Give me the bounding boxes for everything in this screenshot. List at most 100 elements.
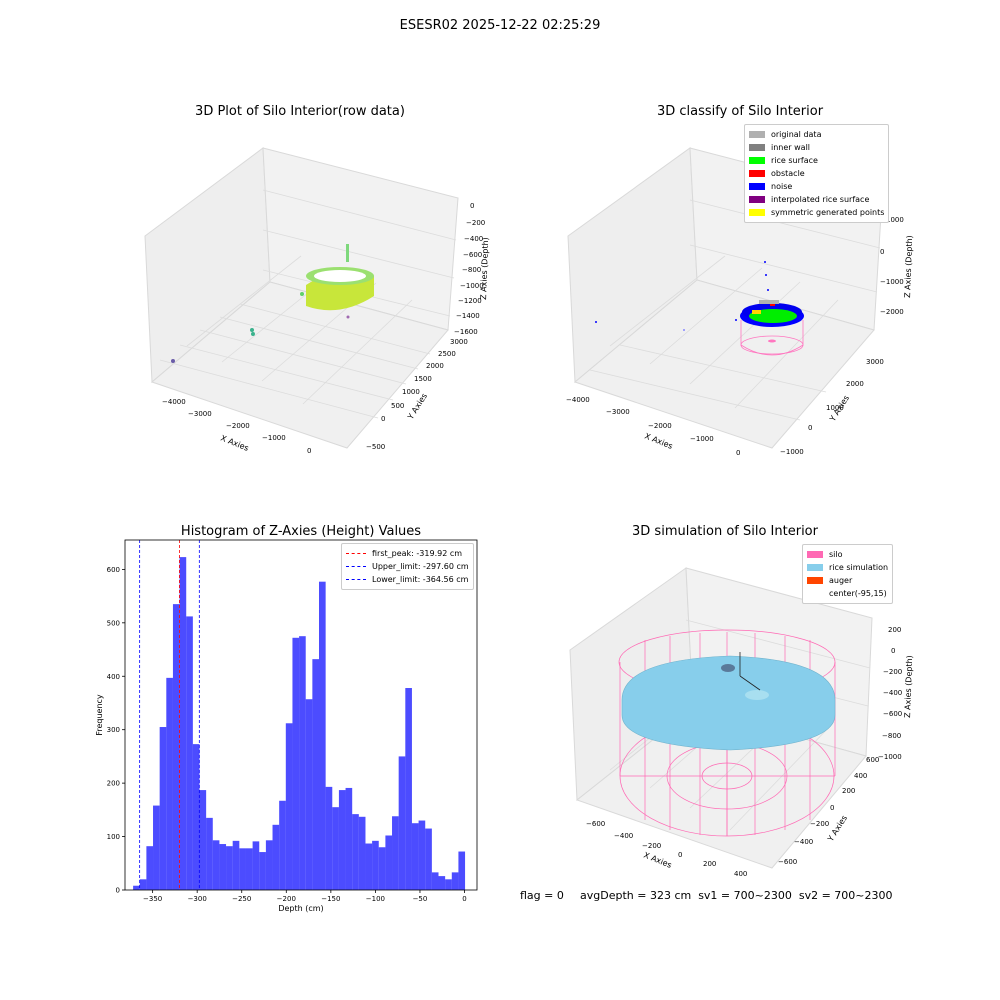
- legend-item: symmetric generated points: [749, 206, 884, 219]
- legend-swatch: [749, 157, 765, 164]
- histogram-ytick-label: 400: [107, 673, 120, 681]
- classify-xtick: −4000: [566, 396, 590, 404]
- histogram-bar: [166, 677, 173, 890]
- histogram-bar: [458, 851, 466, 890]
- histogram-ytick-label: 500: [107, 619, 120, 627]
- classify-xtick: 0: [736, 449, 740, 457]
- histogram-bar: [133, 885, 140, 890]
- legend-swatch: [749, 144, 765, 151]
- simulation-ytick: 600: [866, 756, 879, 764]
- legend-swatch: [749, 209, 765, 216]
- rice-simulation-surface: [621, 655, 836, 751]
- histogram-bar: [212, 840, 220, 890]
- legend-item: Lower_limit: -364.56 cm: [346, 573, 469, 586]
- histogram-xtick-label: 0: [462, 895, 466, 903]
- classify-xtick: −2000: [648, 422, 672, 430]
- histogram-bar: [418, 820, 426, 890]
- legend-label: first_peak: -319.92 cm: [372, 549, 463, 558]
- histogram-bar: [365, 843, 373, 890]
- histogram-title: Histogram of Z-Axies (Height) Values: [180, 524, 422, 539]
- histogram-bar: [265, 840, 273, 890]
- raw-panel-title: 3D Plot of Silo Interior(row data): [195, 104, 405, 119]
- figure-suptitle: ESESR02 2025-12-22 02:25:29: [399, 18, 601, 33]
- histogram-bar: [252, 841, 260, 890]
- classify-ytick: 2000: [846, 380, 864, 388]
- legend-swatch: [749, 196, 765, 203]
- simulation-xtick: −600: [586, 820, 605, 828]
- simulation-xtick: 200: [703, 860, 716, 868]
- histogram-bar: [431, 872, 439, 890]
- histogram-bar: [153, 805, 160, 890]
- legend-item: center(-95,15): [807, 587, 888, 600]
- simulation-ztick: −600: [883, 710, 902, 718]
- histogram-bar: [392, 816, 399, 890]
- histogram-bar: [245, 848, 253, 890]
- legend-label: noise: [771, 182, 793, 191]
- histogram-bar: [385, 835, 393, 890]
- classify-xtick: −1000: [690, 435, 714, 443]
- raw-xtick: −4000: [162, 398, 186, 406]
- simulation-ytick: 200: [842, 787, 855, 795]
- simulation-ztick: 0: [891, 647, 895, 655]
- histogram-bar: [338, 790, 346, 890]
- legend-swatch: [749, 170, 765, 177]
- classify-xtick: −3000: [606, 408, 630, 416]
- auger: [739, 652, 761, 691]
- histogram-xtick-label: −300: [188, 895, 207, 903]
- histogram-bar: [358, 816, 366, 890]
- raw-ztick: −1400: [456, 312, 480, 320]
- simulation-xtick: −200: [642, 842, 661, 850]
- histogram-bar: [411, 823, 419, 890]
- classify-ytick: 0: [808, 424, 812, 432]
- histogram-bar: [332, 807, 339, 890]
- histogram-bar: [239, 848, 246, 890]
- classify-ytick: 3000: [866, 358, 884, 366]
- simulation-ztick: −800: [882, 732, 901, 740]
- histogram-xlabel: Depth (cm): [278, 904, 323, 913]
- classify-panel-title: 3D classify of Silo Interior: [656, 104, 824, 119]
- raw-ytick: 2500: [438, 350, 456, 358]
- histogram-ytick-label: 300: [107, 726, 120, 734]
- simulation-zlabel: Z Axies (Depth): [903, 655, 914, 718]
- histogram-xtick-label: −100: [366, 895, 385, 903]
- histogram-bar: [139, 879, 147, 890]
- histogram-bar: [299, 636, 306, 890]
- legend-label: Lower_limit: -364.56 cm: [372, 575, 469, 584]
- histogram-bar: [219, 844, 227, 890]
- raw-ytick: −500: [366, 443, 385, 451]
- simulation-xtick: 0: [678, 851, 682, 859]
- histogram-bar: [226, 846, 233, 890]
- raw-xtick: 0: [307, 447, 311, 455]
- legend-label: original data: [771, 130, 822, 139]
- legend-item: silo: [807, 548, 888, 561]
- legend-item: first_peak: -319.92 cm: [346, 547, 469, 560]
- histogram-bar: [279, 800, 286, 890]
- simulation-ztick: −1000: [878, 753, 902, 761]
- legend-label: symmetric generated points: [771, 208, 885, 217]
- histogram-ytick-label: 600: [107, 566, 120, 574]
- simulation-ztick: −400: [883, 689, 902, 697]
- raw-3d-points: [171, 244, 374, 363]
- histogram-bar: [186, 616, 193, 890]
- simulation-xtick: 400: [734, 870, 747, 878]
- histogram-bar: [405, 688, 412, 890]
- raw-ztick: −200: [466, 219, 485, 227]
- raw-ztick: −800: [462, 266, 481, 274]
- legend-swatch: [807, 590, 823, 597]
- legend-line: [346, 579, 366, 580]
- raw-ztick: −1000: [460, 282, 484, 290]
- classify-ytick: 1000: [826, 404, 844, 412]
- raw-xtick: −2000: [226, 422, 250, 430]
- simulation-ytick: 400: [854, 772, 867, 780]
- simulation-ytick: −400: [794, 838, 813, 846]
- histogram-bar: [312, 659, 320, 890]
- raw-ztick: −1200: [458, 297, 482, 305]
- simulation-ylabel: Y Axies: [826, 814, 850, 844]
- histogram-bar: [352, 814, 359, 890]
- raw-ytick: 1500: [414, 375, 432, 383]
- classify-3d-points: [595, 261, 804, 356]
- simulation-ytick: −600: [778, 858, 797, 866]
- legend-item: Upper_limit: -297.60 cm: [346, 560, 469, 573]
- simulation-ytick: −200: [810, 820, 829, 828]
